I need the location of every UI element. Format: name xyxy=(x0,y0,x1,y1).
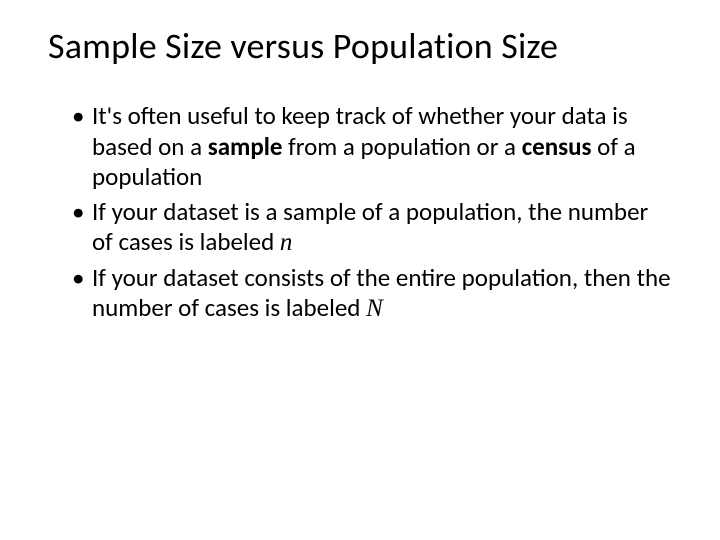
bullet-bold-census: census xyxy=(522,131,592,162)
slide: Sample Size versus Population Size It's … xyxy=(0,0,720,540)
bullet-bold-sample: sample xyxy=(208,131,283,162)
bullet-item: It's often useful to keep track of wheth… xyxy=(72,101,672,193)
bullet-text-mid: from a population or a xyxy=(283,131,522,162)
math-var-n: n xyxy=(280,229,293,256)
math-var-capital-n: N xyxy=(366,295,383,322)
bullet-item: If your dataset consists of the entire p… xyxy=(72,263,672,325)
bullet-text-pre: If your dataset is a sample of a populat… xyxy=(92,196,648,258)
bullet-list: It's often useful to keep track of wheth… xyxy=(48,101,672,325)
bullet-item: If your dataset is a sample of a populat… xyxy=(72,197,672,259)
slide-title: Sample Size versus Population Size xyxy=(48,26,672,67)
